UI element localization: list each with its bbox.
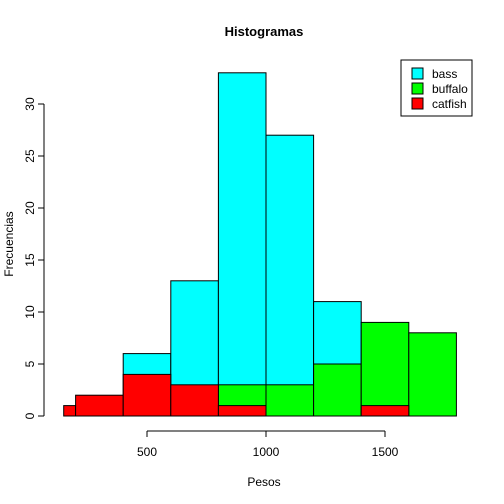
y-tick-label: 15: [23, 253, 37, 267]
x-tick-label: 500: [137, 445, 157, 459]
y-tick-label: 10: [23, 305, 37, 319]
bar-catfish-2: [122, 373, 172, 417]
histogram-bars: [63, 72, 457, 417]
bar-catfish-4: [217, 405, 267, 417]
bar-catfish-1: [75, 394, 124, 417]
x-tick-label: 1000: [253, 445, 280, 459]
bar-bass-2: [217, 72, 267, 417]
bar-catfish-3: [170, 384, 219, 417]
y-tick-label: 0: [23, 412, 37, 419]
bar-bass-3: [265, 134, 315, 417]
y-tick-label: 25: [23, 149, 37, 163]
chart-title: Histogramas: [225, 24, 304, 39]
legend-swatch-catfish: [411, 97, 424, 110]
x-tick-label: 1500: [372, 445, 399, 459]
legend: bass buffalo catfish: [400, 59, 473, 117]
bar-buffalo-4: [408, 332, 457, 417]
y-axis-label: Frecuencias: [2, 211, 16, 276]
bar-buffalo-1: [265, 384, 315, 417]
bar-buffalo-2: [313, 363, 362, 417]
x-axis-label: Pesos: [247, 475, 280, 489]
y-tick-label: 20: [23, 201, 37, 215]
y-tick-label: 5: [23, 360, 37, 367]
y-axis-ticks: 0 5 10 15 20 25 30: [23, 97, 44, 419]
bar-catfish-5: [360, 405, 410, 417]
legend-swatch-bass: [411, 67, 424, 80]
bar-buffalo-3: [360, 321, 410, 417]
bar-catfish-0: [63, 405, 77, 417]
legend-label-catfish: catfish: [432, 97, 467, 111]
legend-label-bass: bass: [432, 67, 457, 81]
y-tick-label: 30: [23, 97, 37, 111]
x-axis-ticks: 500 1000 1500: [137, 431, 399, 459]
legend-swatch-buffalo: [411, 82, 424, 95]
legend-label-buffalo: buffalo: [432, 82, 468, 96]
